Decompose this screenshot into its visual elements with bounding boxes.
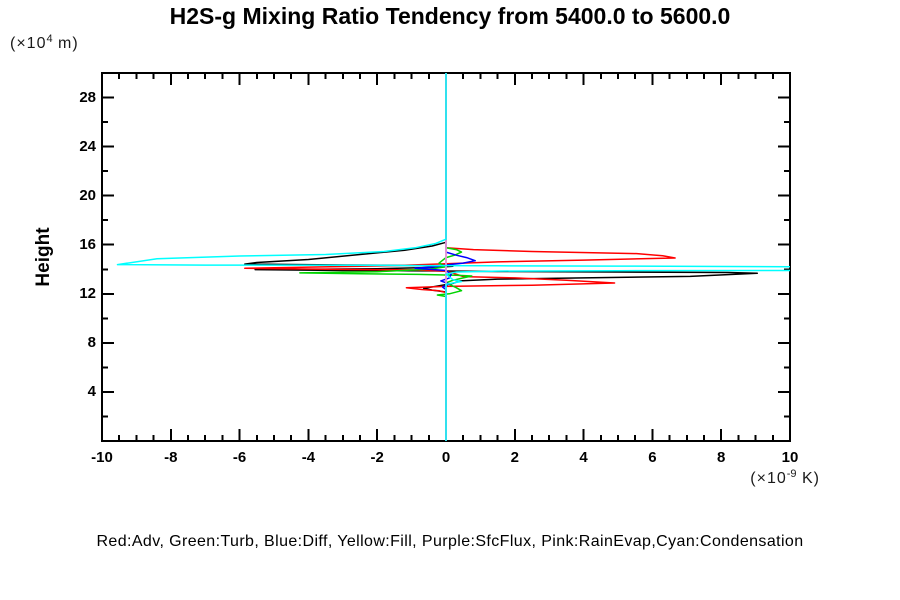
x-tick-label: 2 bbox=[510, 449, 519, 466]
y-tick-label: 4 bbox=[87, 382, 96, 400]
x-tick-label: -6 bbox=[232, 449, 247, 466]
series-blue-line bbox=[414, 73, 476, 441]
legend-text: Red:Adv, Green:Turb, Blue:Diff, Yellow:F… bbox=[96, 533, 804, 550]
x-tick-label: -4 bbox=[301, 449, 316, 466]
y-tick-label: 28 bbox=[79, 88, 96, 106]
y-axis-unit-label: (×104 m) bbox=[10, 33, 79, 52]
x-tick-label: 6 bbox=[648, 449, 657, 466]
x-tick-label: 4 bbox=[579, 449, 588, 466]
y-tick-label: 24 bbox=[79, 137, 96, 155]
y-tick-label: 16 bbox=[79, 235, 96, 253]
y-tick-label: 20 bbox=[79, 186, 96, 204]
x-tick-label: -10 bbox=[91, 449, 113, 466]
y-tick-label: 8 bbox=[87, 333, 96, 351]
chart-title: H2S-g Mixing Ratio Tendency from 5400.0 … bbox=[169, 3, 731, 29]
series-red-line bbox=[244, 73, 676, 441]
x-tick-label: 0 bbox=[441, 449, 451, 466]
x-tick-label: -8 bbox=[164, 449, 178, 466]
x-tick-label: 8 bbox=[717, 449, 726, 466]
y-axis-title: Height bbox=[33, 227, 54, 287]
series-black-line bbox=[244, 73, 759, 441]
series-cyan-line bbox=[116, 73, 790, 441]
x-tick-label: -2 bbox=[370, 449, 384, 466]
y-tick-label: 12 bbox=[79, 284, 96, 302]
x-tick-label: 10 bbox=[781, 449, 799, 466]
x-axis-unit-label: (×10-9 K) bbox=[750, 468, 820, 487]
